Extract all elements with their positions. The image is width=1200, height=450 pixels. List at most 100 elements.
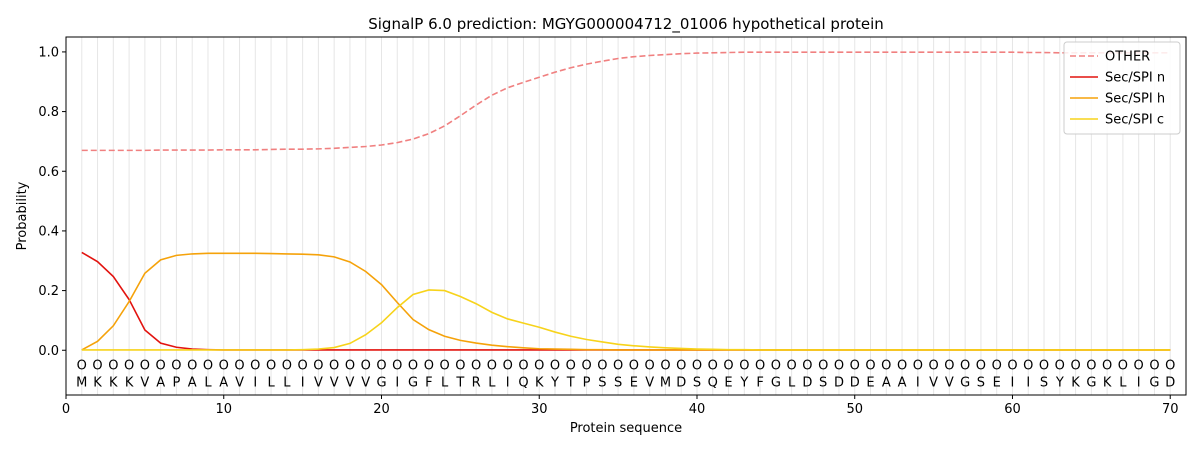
residue-label: I [253,376,257,391]
region-marker: O [818,359,828,374]
region-marker: O [1039,359,1049,374]
series-line-sec-spi-h [81,252,1171,351]
y-tick-label: 1.0 [38,45,59,60]
region-marker: O [313,359,323,374]
region-marker: O [77,359,87,374]
residue-label: T [455,376,464,391]
region-marker: O [755,359,765,374]
sequence-labels: OMOKOKOKOVOAOPOAOLOAOVOIOLOLOIOVOVOVOVOG… [76,359,1175,391]
residue-label: G [960,376,970,391]
region-marker: O [850,359,860,374]
sequence-gridlines [81,37,1171,395]
region-marker: O [566,359,576,374]
residue-label: S [819,376,827,391]
residue-label: A [882,376,891,391]
y-axis-label: Probability [15,181,30,250]
chart-title: SignalP 6.0 prediction: MGYG000004712_01… [368,15,884,34]
residue-label: A [898,376,907,391]
region-marker: O [708,359,718,374]
region-marker: O [629,359,639,374]
residue-label: D [834,376,844,391]
residue-label: K [93,376,102,391]
residue-label: Q [518,376,528,391]
legend-label: Sec/SPI n [1105,71,1165,86]
series-lines [81,51,1171,351]
residue-label: Y [550,376,559,391]
residue-label: G [1086,376,1096,391]
region-marker: O [108,359,118,374]
region-marker: O [171,359,181,374]
region-marker: O [487,359,497,374]
region-marker: O [518,359,528,374]
residue-label: A [188,376,197,391]
legend: OTHER Sec/SPI n Sec/SPI h Sec/SPI c [1063,41,1181,135]
series-line-other [81,51,1171,152]
legend-label: OTHER [1105,50,1150,65]
x-tick-label: 30 [531,402,548,417]
residue-label: A [219,376,228,391]
residue-label: L [283,376,291,391]
residue-label: L [267,376,275,391]
plot-frame [65,36,1187,396]
region-marker: O [944,359,954,374]
region-marker: O [455,359,465,374]
region-marker: O [376,359,386,374]
residue-label: K [1103,376,1112,391]
region-marker: O [960,359,970,374]
residue-label: M [76,376,87,391]
x-axis-label: Protein sequence [570,421,682,436]
residue-label: V [314,376,323,391]
region-marker: O [1149,359,1159,374]
region-marker: O [1023,359,1033,374]
residue-label: E [630,376,638,391]
residue-label: M [660,376,671,391]
residue-label: I [506,376,510,391]
residue-label: V [645,376,654,391]
region-marker: O [92,359,102,374]
region-marker: O [439,359,449,374]
residue-label: S [598,376,606,391]
region-marker: O [1086,359,1096,374]
region-marker: O [865,359,875,374]
residue-label: S [614,376,622,391]
residue-label: S [1040,376,1048,391]
residue-label: G [1149,376,1159,391]
residue-label: S [693,376,701,391]
x-axis-ticks: 0 10 20 30 40 50 60 70 [62,395,1178,417]
residue-label: L [1119,376,1127,391]
x-tick-label: 50 [846,402,863,417]
residue-label: P [173,376,181,391]
residue-label: L [788,376,796,391]
residue-label: I [1011,376,1015,391]
residue-label: T [566,376,575,391]
residue-label: L [204,376,212,391]
residue-label: S [977,376,985,391]
residue-label: K [1071,376,1080,391]
residue-label: E [993,376,1001,391]
region-marker: O [1134,359,1144,374]
residue-label: V [330,376,339,391]
x-tick-label: 20 [373,402,390,417]
y-tick-label: 0.6 [38,165,59,180]
residue-label: Y [1055,376,1064,391]
region-marker: O [928,359,938,374]
region-marker: O [1055,359,1065,374]
residue-label: K [109,376,118,391]
region-marker: O [203,359,213,374]
y-tick-label: 0.4 [38,224,59,239]
residue-label: V [345,376,354,391]
residue-label: I [301,376,305,391]
region-marker: O [329,359,339,374]
region-marker: O [298,359,308,374]
residue-label: I [916,376,920,391]
residue-label: D [676,376,686,391]
region-marker: O [234,359,244,374]
x-tick-label: 40 [689,402,706,417]
residue-label: D [1165,376,1175,391]
x-tick-label: 10 [215,402,232,417]
region-marker: O [266,359,276,374]
x-tick-label: 0 [62,402,70,417]
residue-label: K [535,376,544,391]
residue-label: R [472,376,481,391]
